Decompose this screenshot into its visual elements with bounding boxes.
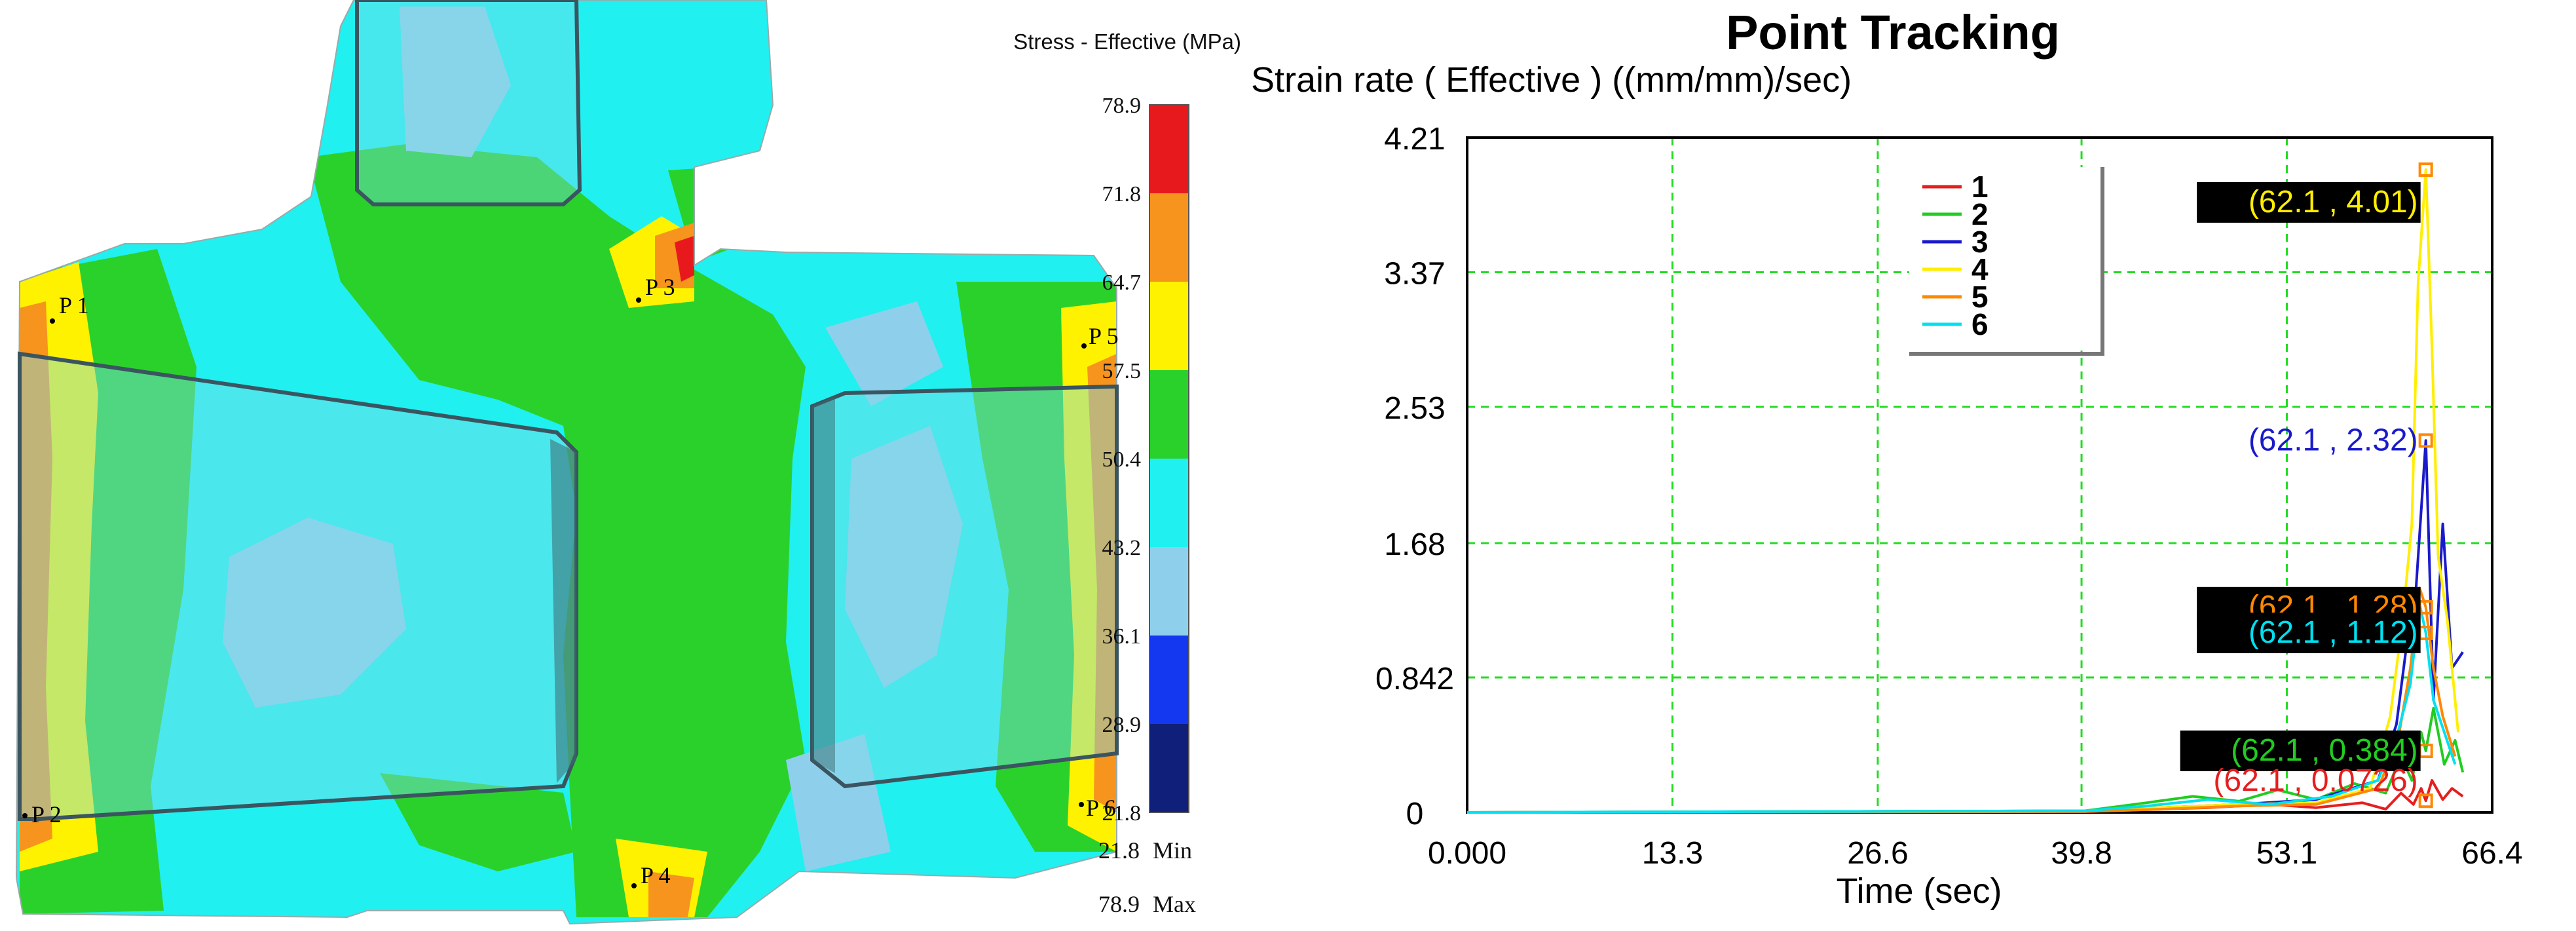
svg-text:P 4: P 4 xyxy=(641,862,671,888)
annotation-label: (62.1 , 4.01) xyxy=(2249,185,2418,219)
legend-band xyxy=(1149,105,1189,194)
y-tick-label: 0.842 xyxy=(1375,662,1454,696)
annotation-background xyxy=(2197,181,2421,223)
tracking-point-p5: P 5 xyxy=(1081,323,1119,349)
legend-tick-label: 50.4 xyxy=(1102,447,1142,472)
tracking-point-p4: P 4 xyxy=(631,862,671,888)
chart-grid xyxy=(1467,138,2492,812)
annotation-label: (62.1 , 2.32) xyxy=(2249,423,2418,457)
point-annotations: (62.1 , 4.01)(62.1 , 2.32)(62.1 , 1.28)(… xyxy=(2180,181,2421,798)
legend-label-1: 1 xyxy=(1971,170,1988,204)
legend-tick-label: 21.8 xyxy=(1102,801,1142,826)
legend-tick-label: 28.9 xyxy=(1102,713,1142,737)
legend-tick-label: 43.2 xyxy=(1102,536,1142,560)
series-line-2 xyxy=(1466,707,2465,814)
legend-tick-label: 78.9 xyxy=(1102,94,1142,118)
annotation-marker xyxy=(2418,793,2433,808)
legend-min-value: 21.8 xyxy=(1098,837,1140,864)
legend-label-2: 2 xyxy=(1971,197,1988,231)
legend-band xyxy=(1149,193,1189,282)
legend-label-5: 5 xyxy=(1971,280,1988,314)
legend-tick-label: 71.8 xyxy=(1102,182,1142,206)
legend-band xyxy=(1149,370,1189,459)
svg-text:P 6: P 6 xyxy=(1086,795,1116,821)
legend-title: Stress - Effective (MPa) xyxy=(1013,29,1241,54)
legend-band xyxy=(1149,459,1189,548)
x-tick-label: 53.1 xyxy=(2256,836,2317,871)
annotation-label: (62.1 , 0.384) xyxy=(2231,733,2418,768)
legend-max-label: Max xyxy=(1153,891,1196,917)
legend-bands xyxy=(1149,104,1189,813)
y-axis-label: Strain rate ( Effective ) ((mm/mm)/sec) xyxy=(1251,60,1852,100)
stress-contour-view: P 1 P 2 P 3 P 4 P 5 P 6 xyxy=(15,0,1119,925)
annotation-label: (62.1 , 1.12) xyxy=(2249,615,2418,650)
legend-tick-label: 64.7 xyxy=(1102,271,1142,295)
legend-max-value: 78.9 xyxy=(1098,891,1140,917)
tracking-point-p6: P 6 xyxy=(1079,795,1116,821)
y-tick-label: 0 xyxy=(1406,797,1424,831)
legend-tick-label: 36.1 xyxy=(1102,624,1142,649)
legend-band xyxy=(1149,636,1189,725)
tracking-point-p3: P 3 xyxy=(636,274,675,303)
svg-text:P 5: P 5 xyxy=(1089,323,1119,349)
annotation-marker xyxy=(2418,433,2433,448)
svg-text:P 2: P 2 xyxy=(31,801,62,827)
annotation-background xyxy=(2180,731,2421,772)
y-tick-label: 1.68 xyxy=(1384,527,1445,562)
legend-min-label: Min xyxy=(1153,837,1192,864)
legend-band xyxy=(1149,547,1189,636)
axis-ticks: 0.000 13.3 26.6 39.8 53.1 66.4 0 0.842 1.68 2.53 3… xyxy=(1375,122,2523,871)
legend-label-3: 3 xyxy=(1971,225,1988,259)
svg-text:P 3: P 3 xyxy=(645,274,675,300)
x-tick-label: 66.4 xyxy=(2461,836,2522,871)
svg-text:P 1: P 1 xyxy=(59,292,89,318)
legend-label-6: 6 xyxy=(1971,307,1988,341)
legend-ticks: 78.9 71.8 64.7 57.5 50.4 43.2 36.1 28.9 21.8 xyxy=(1102,94,1142,826)
inclusion-top xyxy=(355,0,582,206)
annotation-label: (62.1 , 0.0726) xyxy=(2213,763,2417,798)
x-tick-label: 0.000 xyxy=(1428,836,1506,871)
annotation-marker xyxy=(2418,162,2433,177)
y-tick-label: 4.21 xyxy=(1384,122,1445,157)
series-lines xyxy=(1466,168,2465,814)
x-axis-label: Time (sec) xyxy=(1837,871,2002,911)
legend-tick-label: 57.5 xyxy=(1102,359,1142,383)
x-tick-label: 13.3 xyxy=(1642,836,1703,871)
legend-band xyxy=(1149,724,1189,813)
x-tick-label: 39.8 xyxy=(2051,836,2112,871)
y-tick-label: 2.53 xyxy=(1384,391,1445,426)
legend-label-4: 4 xyxy=(1971,252,1988,286)
chart-title: Point Tracking xyxy=(1726,5,2060,60)
inclusion-left xyxy=(18,351,578,821)
point-tracking-chart: Point Tracking Strain rate ( Effective )… xyxy=(1251,5,2523,911)
tracking-point-p2: P 2 xyxy=(22,801,62,827)
stress-color-legend: Stress - Effective (MPa) 78.9 71.8 64.7 57.… xyxy=(1013,29,1241,917)
tracking-point-p1: P 1 xyxy=(50,292,89,324)
x-tick-label: 26.6 xyxy=(1847,836,1908,871)
legend-band xyxy=(1149,282,1189,371)
annotation-background xyxy=(2197,612,2421,653)
y-tick-label: 3.37 xyxy=(1384,257,1445,292)
